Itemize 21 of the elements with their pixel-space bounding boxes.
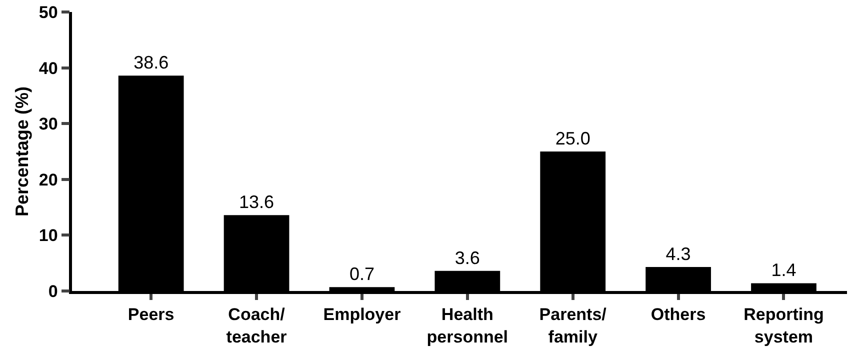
y-tick-label: 0 — [48, 282, 58, 301]
x-tick-label: Others — [650, 305, 706, 324]
x-tick-label: Parents/ family — [539, 305, 607, 346]
y-axis-title: Percentage (%) — [12, 86, 32, 217]
data-label: 1.4 — [771, 260, 796, 280]
y-tick-label: 10 — [38, 226, 58, 246]
y-tick-label: 50 — [38, 2, 58, 22]
y-tick-label: 30 — [38, 114, 58, 134]
data-label: 25.0 — [555, 128, 590, 148]
x-tick-label: Coach/ teacher — [226, 305, 288, 346]
y-tick-label: 40 — [38, 58, 58, 78]
y-tick-label: 20 — [38, 170, 58, 190]
data-label: 3.6 — [454, 248, 480, 268]
data-label: 38.6 — [134, 52, 169, 73]
data-label: 13.6 — [239, 192, 274, 212]
data-label: 0.7 — [349, 264, 374, 284]
data-label: 4.3 — [666, 244, 691, 264]
x-tick-label: Employer — [323, 305, 402, 324]
x-tick-label: Health personnel — [426, 305, 508, 346]
x-tick-label: Reporting system — [744, 305, 824, 346]
x-tick-label: Peers — [128, 305, 174, 324]
